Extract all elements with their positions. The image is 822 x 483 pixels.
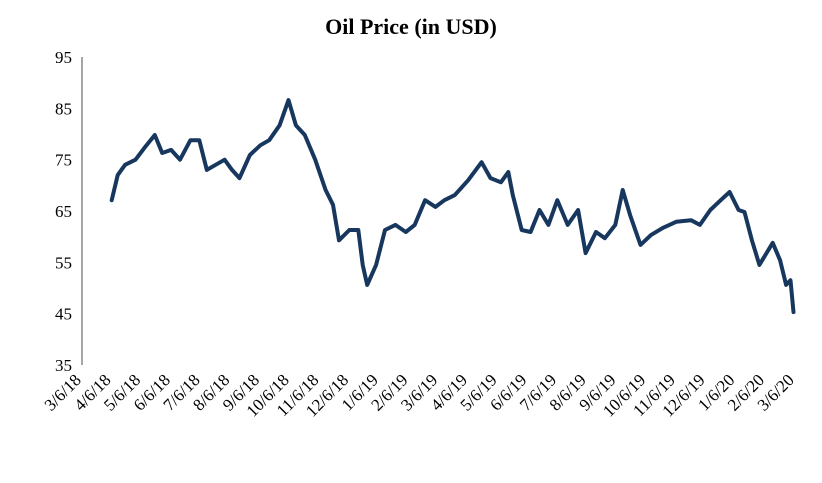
- y-tick-label: 45: [55, 305, 72, 324]
- y-tick-label: 35: [55, 356, 72, 375]
- y-tick-label: 65: [55, 202, 72, 221]
- price-line: [109, 98, 796, 315]
- y-tick-label: 95: [55, 48, 72, 67]
- y-tick-label: 75: [55, 151, 72, 170]
- y-tick-label: 55: [55, 253, 72, 272]
- y-tick-label: 85: [55, 99, 72, 118]
- chart-title: Oil Price (in USD): [325, 14, 497, 39]
